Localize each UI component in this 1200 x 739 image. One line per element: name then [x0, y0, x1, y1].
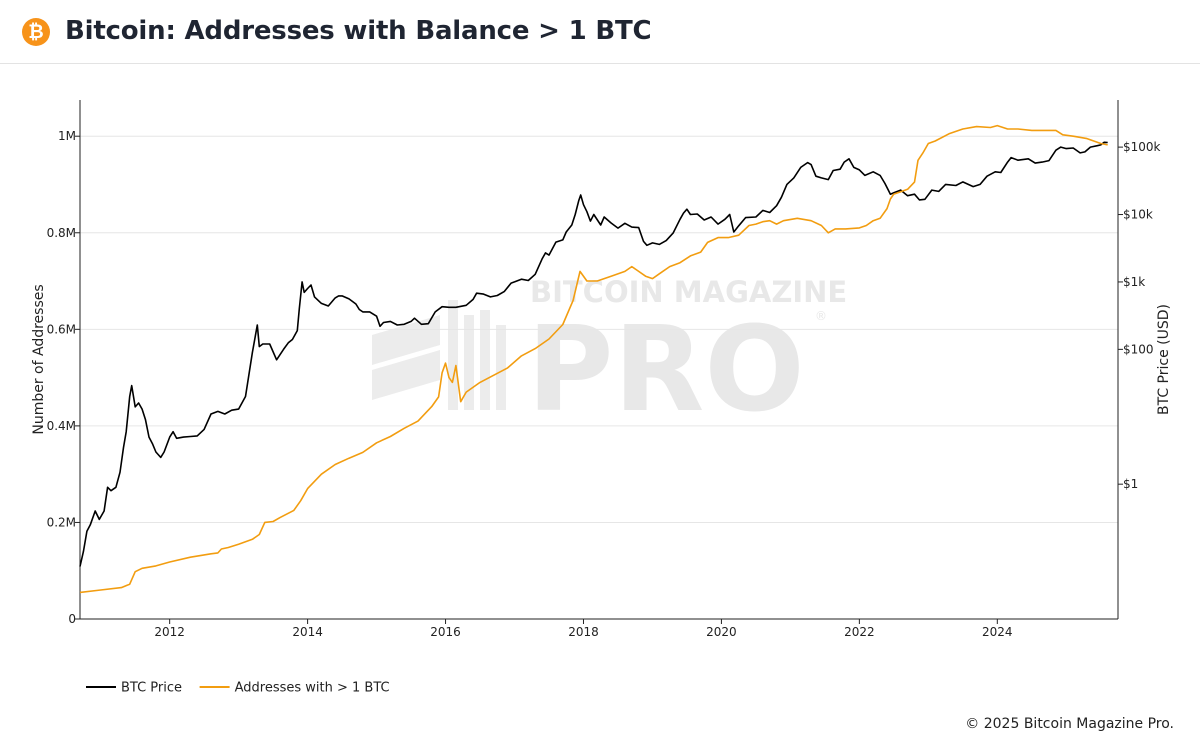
y2-tick-label: $1	[1123, 477, 1138, 491]
x-tick-label: 2016	[430, 625, 461, 639]
y2-tick-label: $10k	[1123, 208, 1153, 222]
axes: 0 0.2M 0.4M 0.6M 0.8M 1M $1 $100 $1k $10k $100k 201…	[31, 100, 1172, 639]
y-tick-label: 0.8M	[47, 226, 76, 240]
y2-tick-label: $1k	[1123, 275, 1145, 289]
legend-item-btc-price[interactable]: BTC Price	[86, 681, 182, 696]
x-tick-label: 2020	[706, 625, 737, 639]
x-tick-label: 2012	[154, 625, 185, 639]
y-tick-label: 0	[68, 612, 76, 626]
y2-tick-label: $100k	[1123, 140, 1161, 154]
y-tick-label: 0.2M	[47, 515, 76, 529]
series-line-addresses	[79, 124, 1108, 594]
watermark-registered-mark: ®	[815, 309, 827, 323]
legend-label: BTC Price	[121, 681, 182, 696]
y-axis-title: Number of Addresses	[31, 284, 47, 434]
series-group	[79, 124, 1108, 594]
watermark: BITCOIN MAGAZINE PRO ®	[372, 275, 847, 438]
y-tick-label: 1M	[58, 129, 76, 143]
page-title: Bitcoin: Addresses with Balance > 1 BTC	[65, 16, 652, 46]
copyright-text: © 2025 Bitcoin Magazine Pro.	[965, 716, 1174, 732]
grid	[80, 135, 1118, 523]
y2-tick-label: $100	[1123, 342, 1154, 356]
watermark-logo-icon	[372, 300, 506, 410]
x-tick-label: 2022	[844, 625, 875, 639]
y-tick-label: 0.6M	[47, 322, 76, 336]
header-bar: ₿ Bitcoin: Addresses with Balance > 1 BT…	[0, 0, 1200, 64]
x-tick-label: 2024	[982, 625, 1013, 639]
legend-label: Addresses with > 1 BTC	[235, 681, 390, 696]
watermark-line1: BITCOIN MAGAZINE	[530, 275, 847, 309]
bitcoin-logo-icon: ₿	[22, 18, 50, 46]
series-line-btc-price	[79, 141, 1108, 567]
y2-axis-title: BTC Price (USD)	[1156, 304, 1172, 415]
legend-item-addresses[interactable]: Addresses with > 1 BTC	[199, 681, 390, 696]
legend[interactable]: BTC Price Addresses with > 1 BTC	[86, 681, 390, 696]
y-tick-label: 0.4M	[47, 419, 76, 433]
x-tick-label: 2014	[292, 625, 323, 639]
x-tick-label: 2018	[568, 625, 599, 639]
watermark-line2: PRO	[527, 300, 805, 438]
